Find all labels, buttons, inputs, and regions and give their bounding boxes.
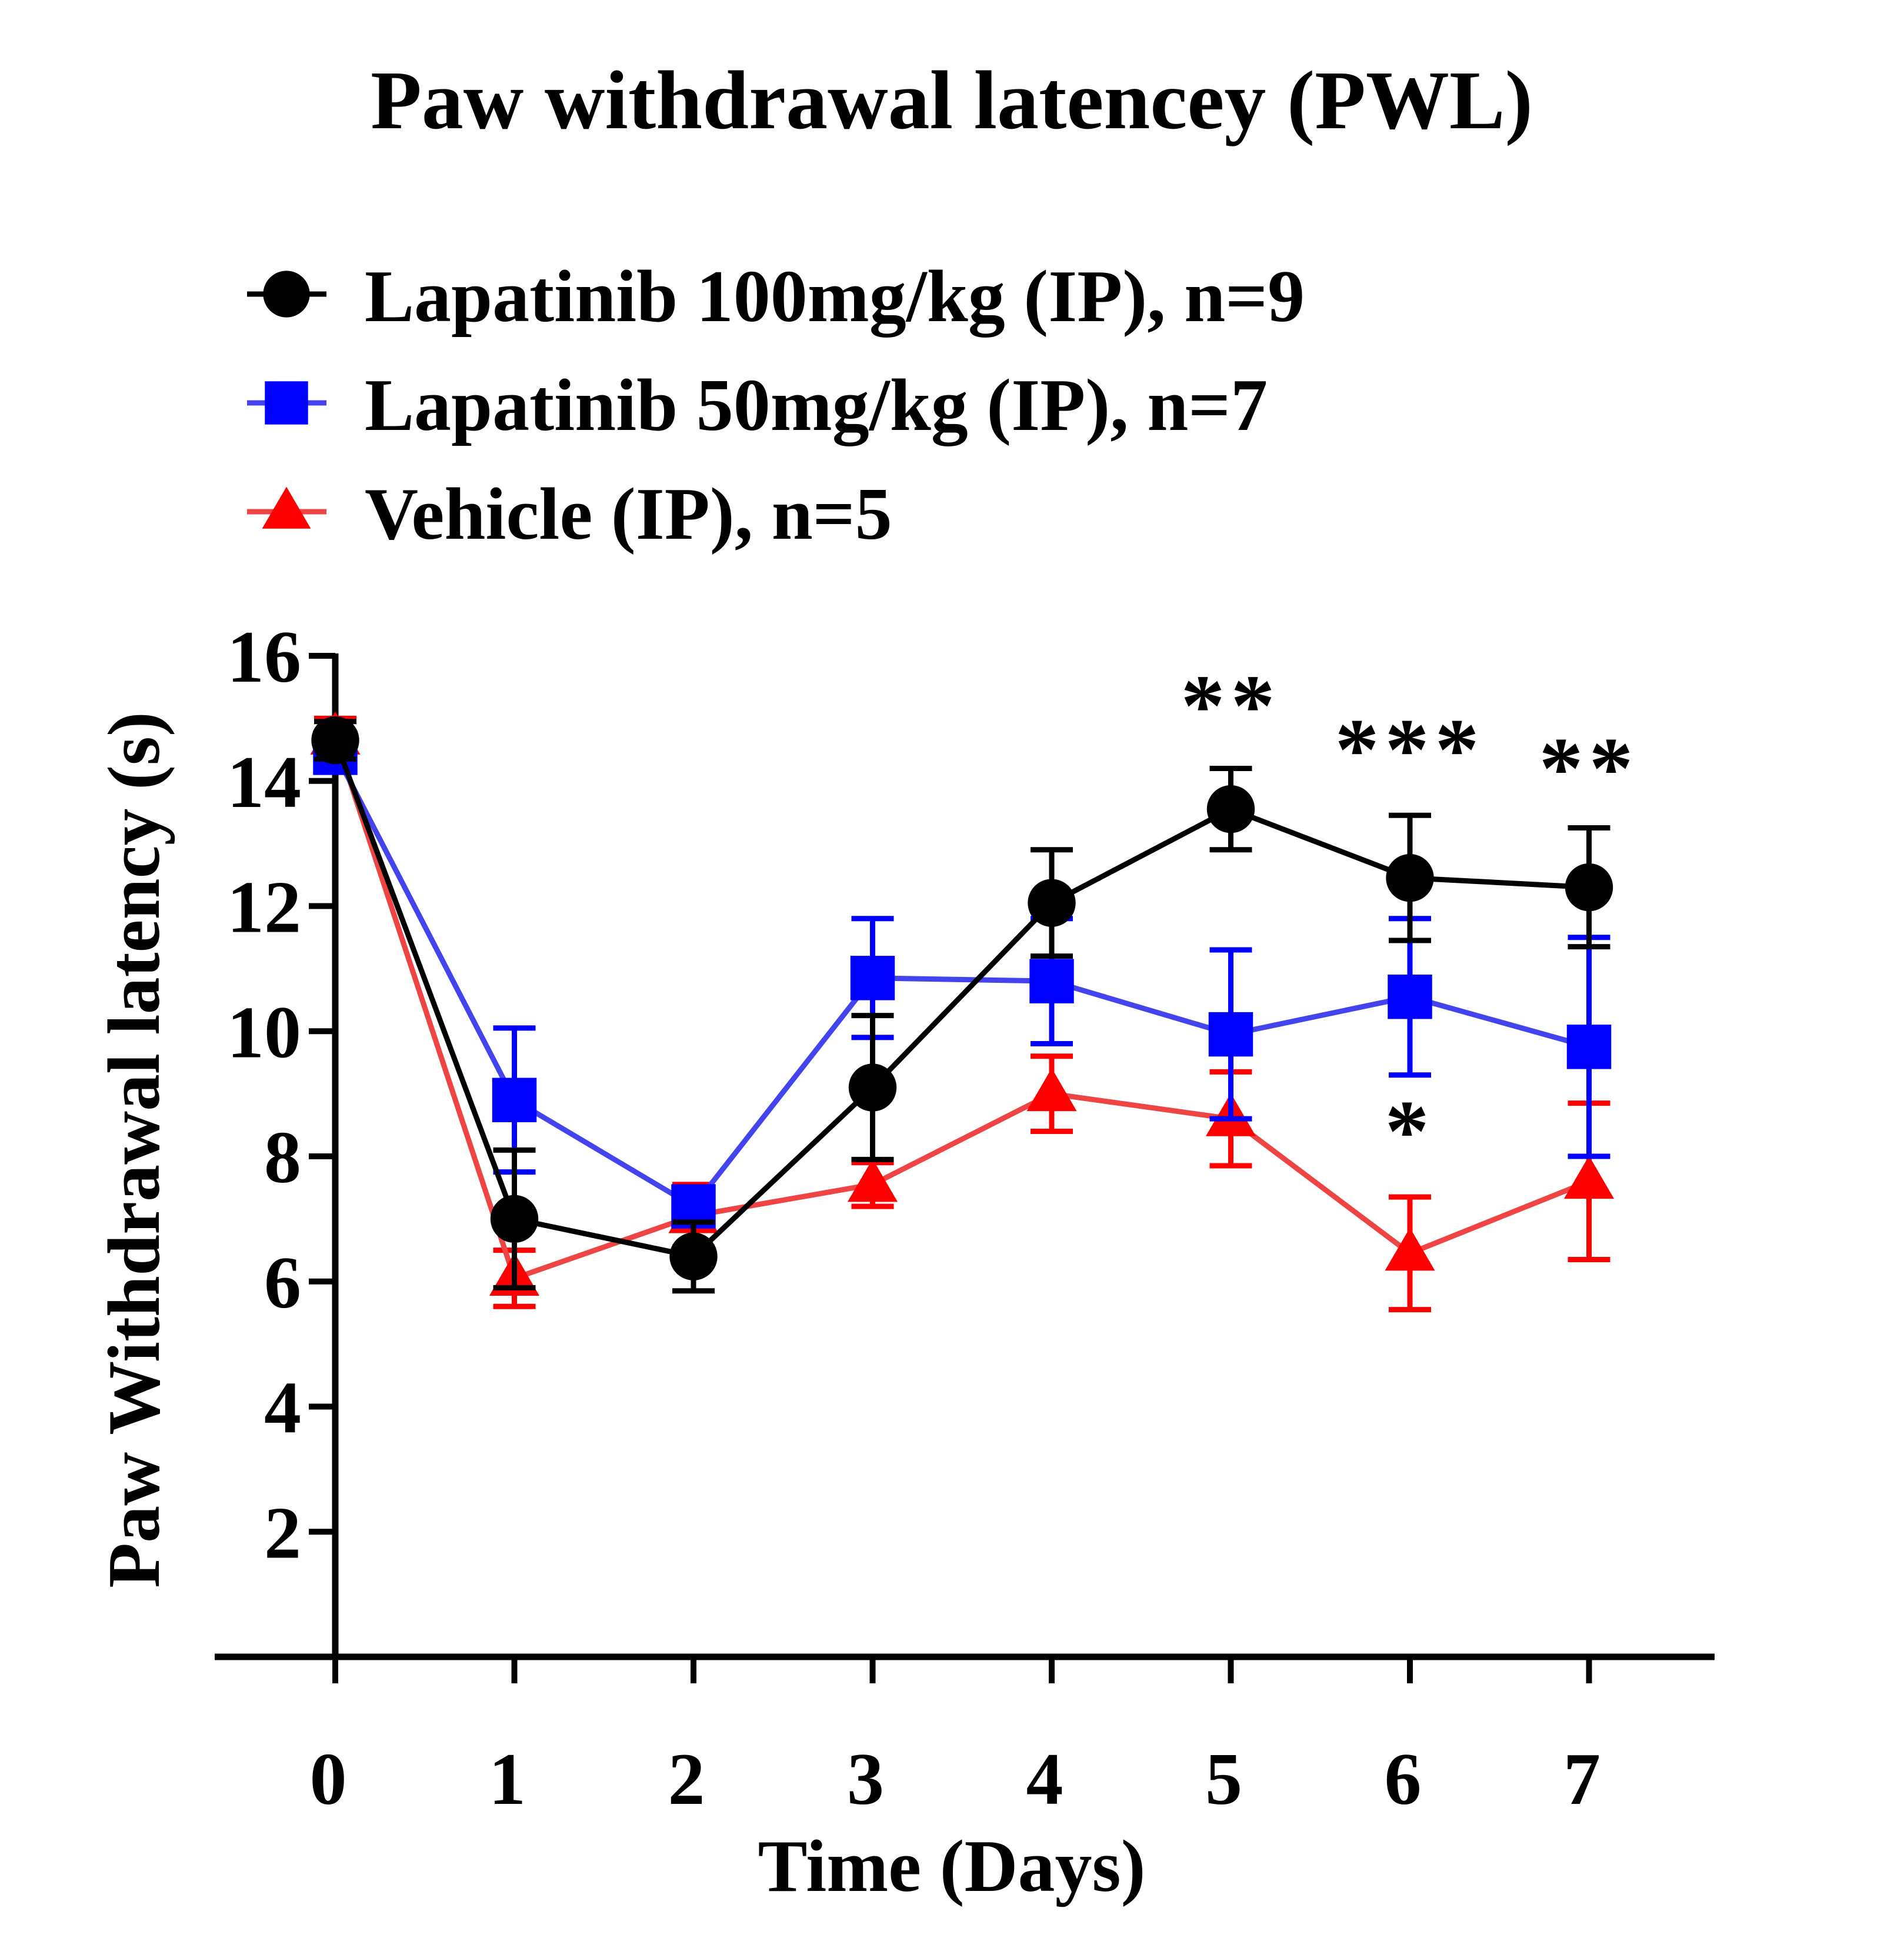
data-point [1208, 1012, 1253, 1057]
y-axis-label: Paw Withdrawal latency (s) [94, 712, 175, 1588]
data-point [847, 1159, 898, 1202]
series-0 [311, 716, 1613, 1294]
data-point [850, 956, 895, 1000]
legend-label: Lapatinib 50mg/kg (IP), n=7 [365, 365, 1268, 446]
y-tick-label: 14 [227, 742, 301, 823]
data-point [669, 1232, 718, 1280]
data-point [1566, 1025, 1612, 1069]
y-tick-label: 10 [227, 992, 301, 1073]
data-point [848, 1063, 897, 1112]
y-tick-label: 6 [264, 1242, 301, 1324]
legend-marker [265, 381, 308, 425]
data-point [1028, 879, 1076, 927]
x-tick-label: 7 [1563, 1739, 1600, 1820]
data-point [1563, 1155, 1615, 1199]
series-1 [313, 730, 1612, 1229]
data-point [490, 1195, 539, 1243]
x-tick-label: 6 [1385, 1739, 1422, 1820]
significance-label: ** [1181, 657, 1281, 755]
y-tick-label: 12 [227, 867, 301, 949]
data-point [1029, 959, 1074, 1003]
y-tick-label: 16 [227, 616, 301, 698]
data-point [1385, 1227, 1435, 1271]
x-tick-label: 1 [489, 1739, 526, 1820]
x-tick-label: 3 [847, 1739, 884, 1820]
significance-label: ** [1539, 719, 1639, 817]
significance-label: *** [1335, 701, 1485, 799]
data-point [492, 1078, 537, 1123]
legend-item: Lapatinib 100mg/kg (IP), n=9 [247, 256, 1305, 338]
data-point [311, 716, 359, 765]
legend-marker [263, 271, 310, 318]
legend-item: Vehicle (IP), n=5 [247, 473, 892, 555]
y-tick-label: 8 [264, 1117, 301, 1199]
significance-annotations: ** *** *** [1181, 657, 1639, 1180]
series-layer [310, 711, 1615, 1313]
data-point [1388, 975, 1432, 1019]
x-axis-label: Time (Days) [758, 1826, 1145, 1907]
chart-title: Paw withdrawal latencey (PWL) [371, 54, 1533, 146]
y-tick-label: 4 [264, 1367, 301, 1449]
legend-marker [262, 486, 311, 529]
data-point [1386, 853, 1434, 902]
significance-label: * [1385, 1082, 1435, 1180]
data-point [1206, 785, 1255, 833]
x-tick-label: 5 [1205, 1739, 1242, 1820]
y-tick-label: 2 [264, 1492, 301, 1574]
legend-label: Vehicle (IP), n=5 [365, 473, 892, 555]
data-point [1565, 863, 1613, 912]
x-tick-label: 4 [1026, 1739, 1063, 1820]
x-tick-label: 0 [310, 1739, 347, 1820]
legend-label: Lapatinib 100mg/kg (IP), n=9 [365, 256, 1305, 338]
x-tick-label: 2 [668, 1739, 705, 1820]
series-line [333, 751, 1590, 1209]
legend-item: Lapatinib 50mg/kg (IP), n=7 [247, 365, 1268, 446]
legend: Lapatinib 100mg/kg (IP), n=9 Lapatinib 50… [247, 256, 1305, 555]
series-line [332, 736, 1590, 1281]
series-line [332, 739, 1589, 1259]
data-point [1026, 1068, 1077, 1112]
